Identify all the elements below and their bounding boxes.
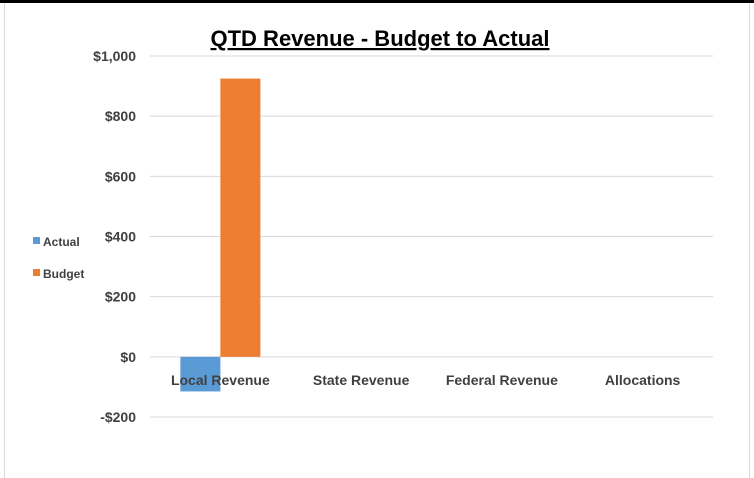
y-tick-label: $1,000 xyxy=(93,48,136,64)
category-label: Local Revenue xyxy=(171,372,270,388)
y-tick-label: $800 xyxy=(105,108,136,124)
chart-title: QTD Revenue - Budget to Actual xyxy=(211,26,550,51)
y-tick-label: $600 xyxy=(105,168,136,184)
category-label: State Revenue xyxy=(313,372,410,388)
bars xyxy=(180,78,261,392)
left-border xyxy=(4,3,5,478)
right-border xyxy=(749,3,750,478)
top-border xyxy=(0,0,754,3)
legend-label-actual: Actual xyxy=(43,235,80,249)
category-label: Federal Revenue xyxy=(446,372,558,388)
legend: Actual Budget xyxy=(33,235,84,281)
legend-label-budget: Budget xyxy=(43,267,84,281)
category-label: Allocations xyxy=(605,372,681,388)
category-labels: Local Revenue State Revenue Federal Revenu… xyxy=(171,372,681,388)
bar-budget-0 xyxy=(220,78,261,357)
y-axis-ticks: $1,000 $800 $600 $400 $200 $0 -$200 xyxy=(93,48,136,425)
y-tick-label: $0 xyxy=(120,349,136,365)
legend-swatch-budget xyxy=(33,269,40,276)
y-tick-label: -$200 xyxy=(100,409,136,425)
y-tick-label: $200 xyxy=(105,289,136,305)
legend-swatch-actual xyxy=(33,237,40,244)
bar-actual-0 xyxy=(180,356,221,392)
y-tick-label: $400 xyxy=(105,229,136,245)
